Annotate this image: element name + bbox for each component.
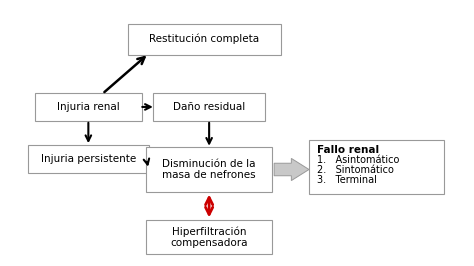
Text: Hiperfiltración
compensadora: Hiperfiltración compensadora (170, 226, 248, 248)
Polygon shape (274, 159, 309, 181)
Text: Daño residual: Daño residual (173, 102, 245, 112)
Text: 3.   Terminal: 3. Terminal (317, 175, 377, 185)
Text: Injuria persistente: Injuria persistente (41, 154, 136, 164)
Text: Fallo renal: Fallo renal (317, 145, 379, 155)
FancyBboxPatch shape (28, 145, 149, 173)
Text: 1.   Asintomático: 1. Asintomático (317, 155, 399, 165)
FancyBboxPatch shape (35, 93, 142, 121)
FancyBboxPatch shape (146, 147, 272, 192)
FancyBboxPatch shape (146, 220, 272, 254)
Text: Injuria renal: Injuria renal (57, 102, 120, 112)
FancyBboxPatch shape (309, 140, 444, 194)
Text: 2.   Sintomático: 2. Sintomático (317, 165, 394, 175)
FancyBboxPatch shape (154, 93, 265, 121)
Text: Disminución de la
masa de nefrones: Disminución de la masa de nefrones (162, 159, 256, 180)
FancyBboxPatch shape (128, 23, 281, 55)
Text: Restitución completa: Restitución completa (149, 34, 260, 44)
